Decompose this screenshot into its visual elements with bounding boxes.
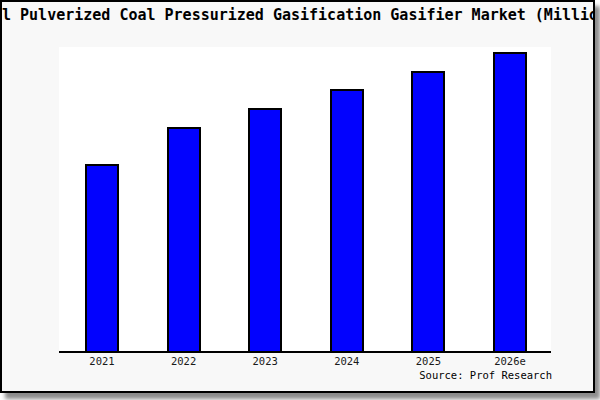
bar-2023 <box>248 108 282 353</box>
x-tick-label-2022: 2022 <box>171 355 196 367</box>
bar-2022 <box>167 127 201 353</box>
bar-2025 <box>411 71 445 353</box>
bar-2024 <box>330 89 364 353</box>
chart-figure: l Pulverized Coal Pressurized Gasificati… <box>0 0 595 393</box>
x-axis-labels: 2021 2022 2023 2024 2025 2026e <box>59 355 551 369</box>
bar-2026e <box>493 52 527 353</box>
source-attribution: Source: Prof Research <box>419 369 552 381</box>
bar-2021 <box>85 164 119 353</box>
x-tick-label-2024: 2024 <box>334 355 359 367</box>
x-tick-label-2023: 2023 <box>253 355 278 367</box>
x-tick-label-2026e: 2026e <box>494 355 526 367</box>
plot-area <box>59 47 551 353</box>
chart-title: l Pulverized Coal Pressurized Gasificati… <box>2 6 595 24</box>
x-tick-label-2025: 2025 <box>416 355 441 367</box>
x-tick-label-2021: 2021 <box>89 355 114 367</box>
